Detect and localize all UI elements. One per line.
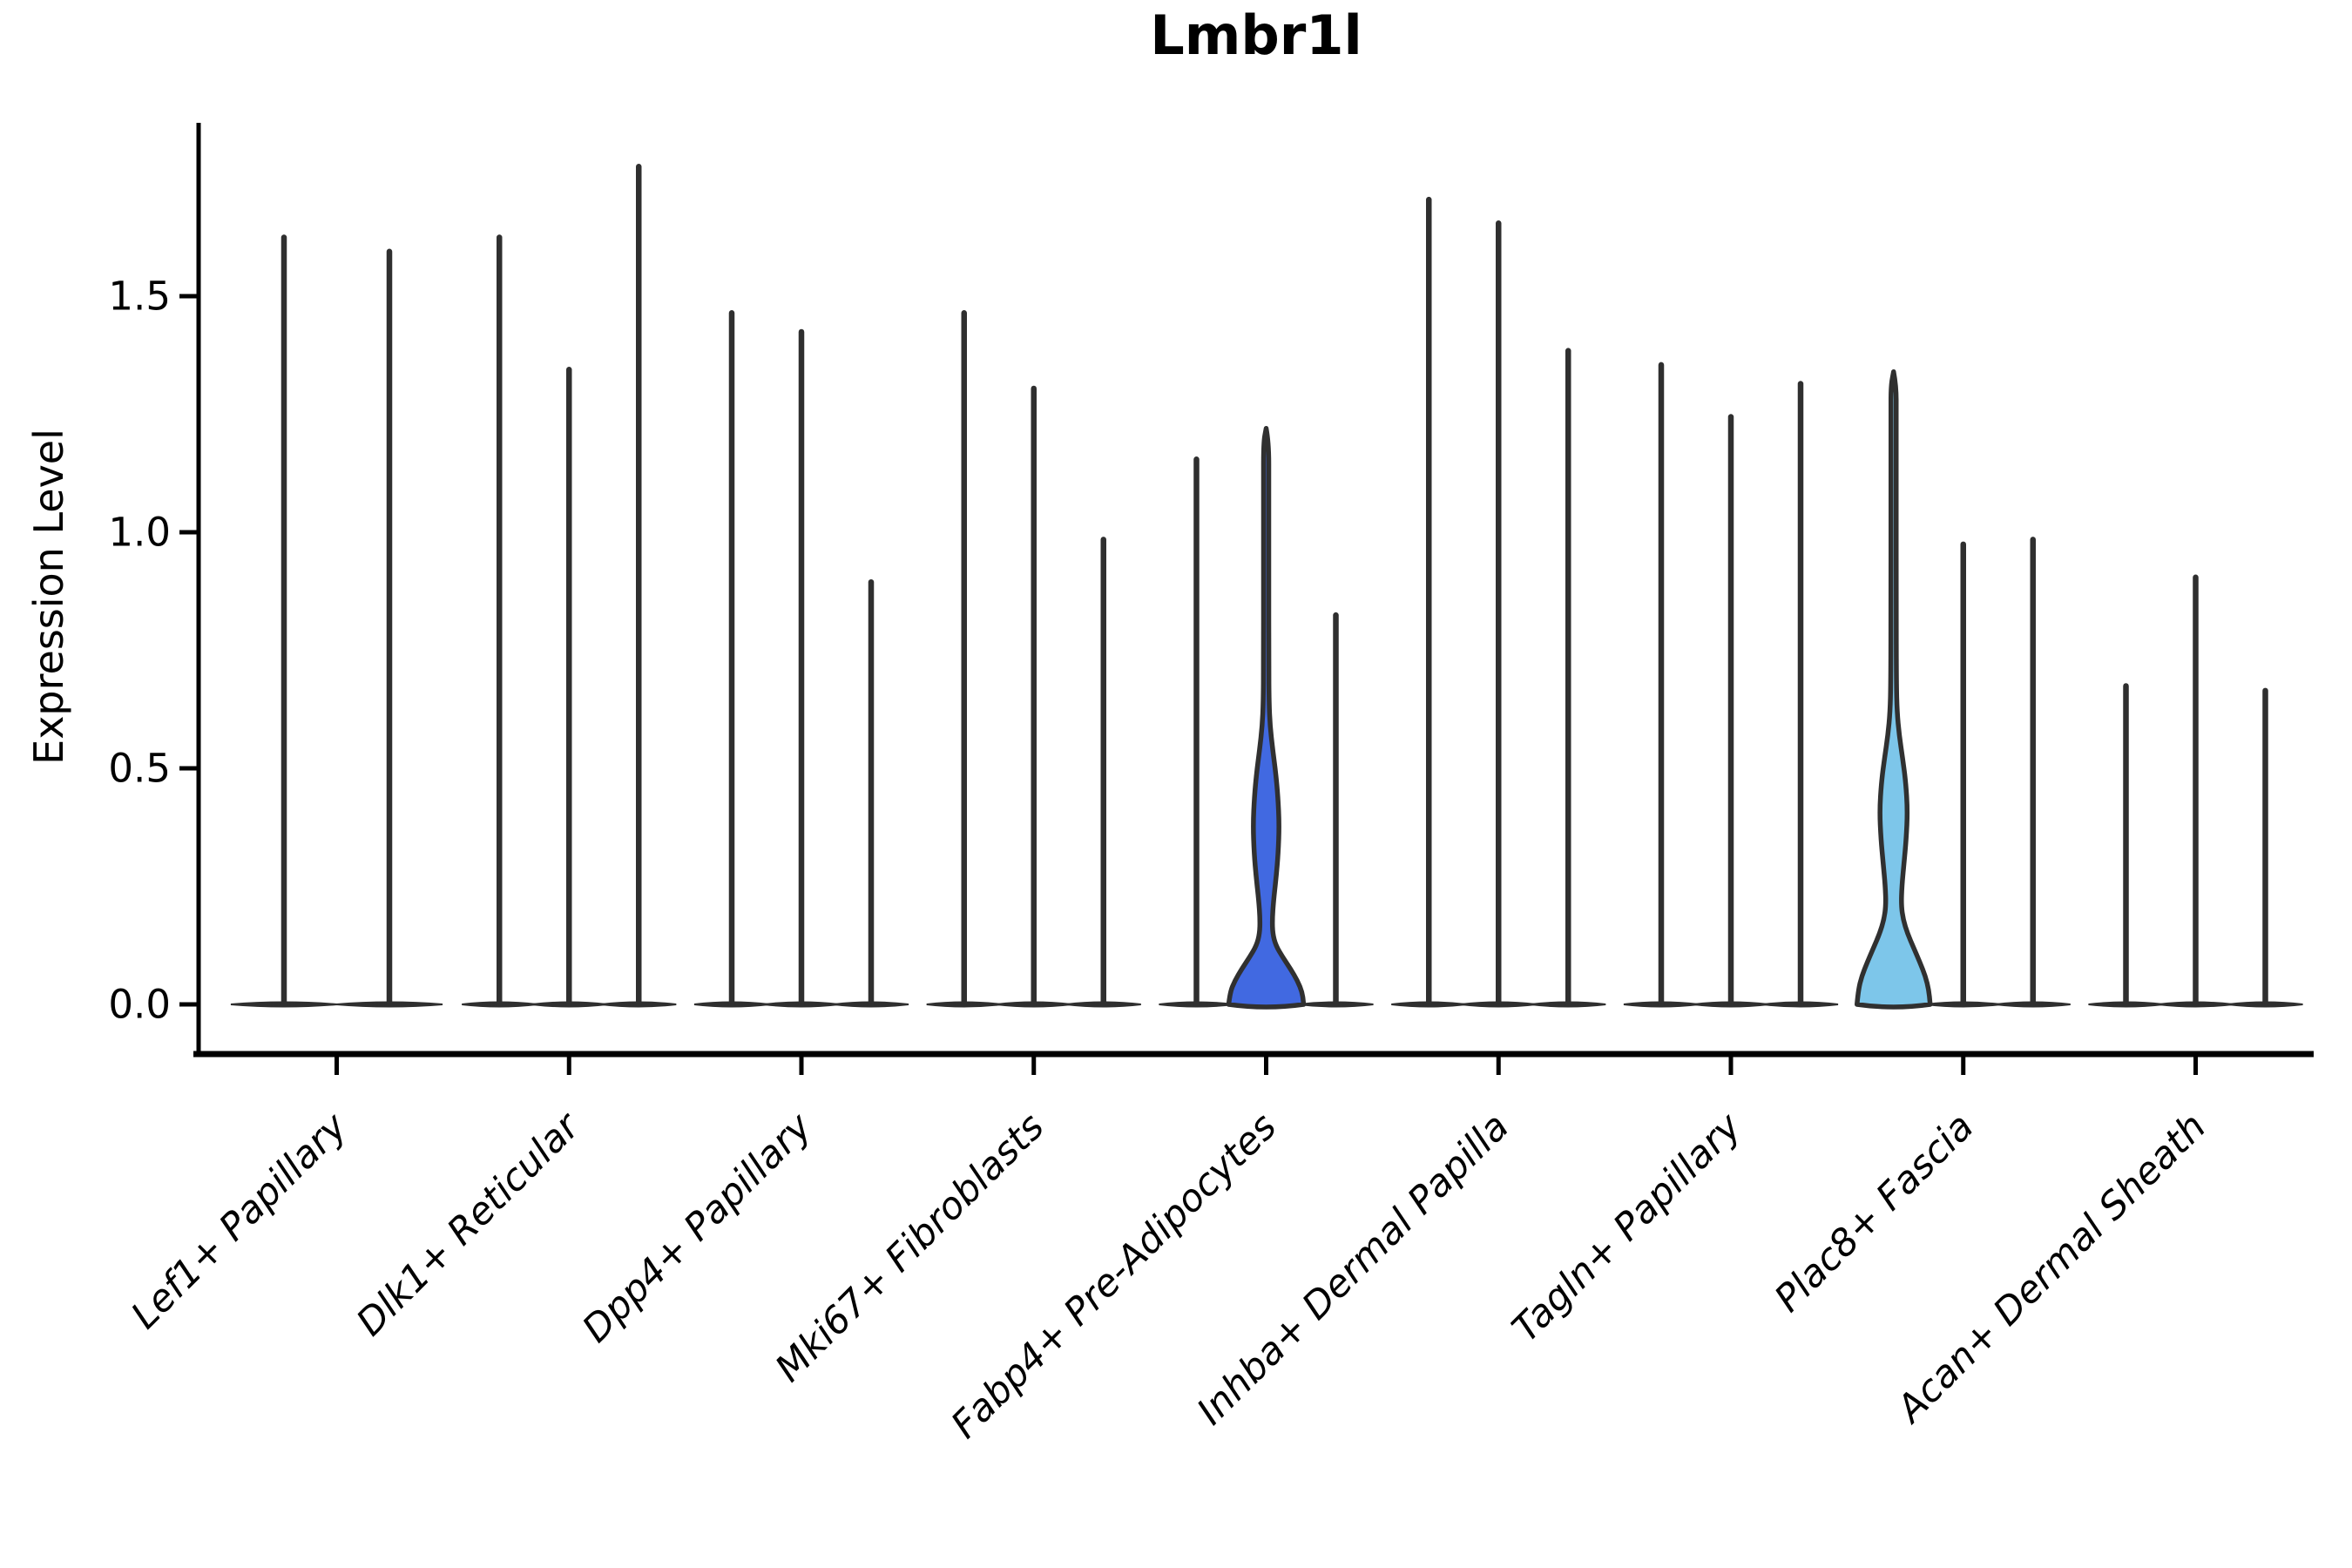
y-tick-label: 1.5 (108, 274, 171, 320)
x-tick-label: Dlk1+ Reticular (348, 1104, 590, 1345)
violin-group-2 (462, 163, 677, 1008)
violin-group-3 (693, 310, 909, 1008)
violin-group-4 (926, 310, 1141, 1008)
violin-group-7 (1623, 362, 1839, 1008)
x-tick-label: Lef1+ Papillary (123, 1105, 355, 1337)
violin-group-8 (1855, 368, 2071, 1010)
x-tick-label: Plac8+ Fascia (1767, 1105, 1983, 1321)
plot-title: Lmbr1l (1150, 3, 1362, 67)
y-tick-label: 0.5 (108, 746, 171, 792)
violin-group-9 (2088, 574, 2303, 1008)
x-tick-label: Dpp4+ Papillary (574, 1105, 821, 1351)
violin-body (1226, 426, 1307, 1010)
x-tick-label: Tagln+ Papillary (1504, 1105, 1751, 1351)
y-tick-label: 1.0 (108, 510, 171, 556)
y-axis-label: Expression Level (25, 429, 72, 765)
y-tick-label: 0.0 (108, 982, 171, 1028)
violin-group-6 (1391, 196, 1606, 1008)
x-tick-label: Mki67+ Fibroblasts (767, 1105, 1053, 1390)
violin-body (1855, 368, 1933, 1010)
violin-group-5 (1159, 426, 1374, 1010)
violin-group-1 (230, 234, 443, 1008)
